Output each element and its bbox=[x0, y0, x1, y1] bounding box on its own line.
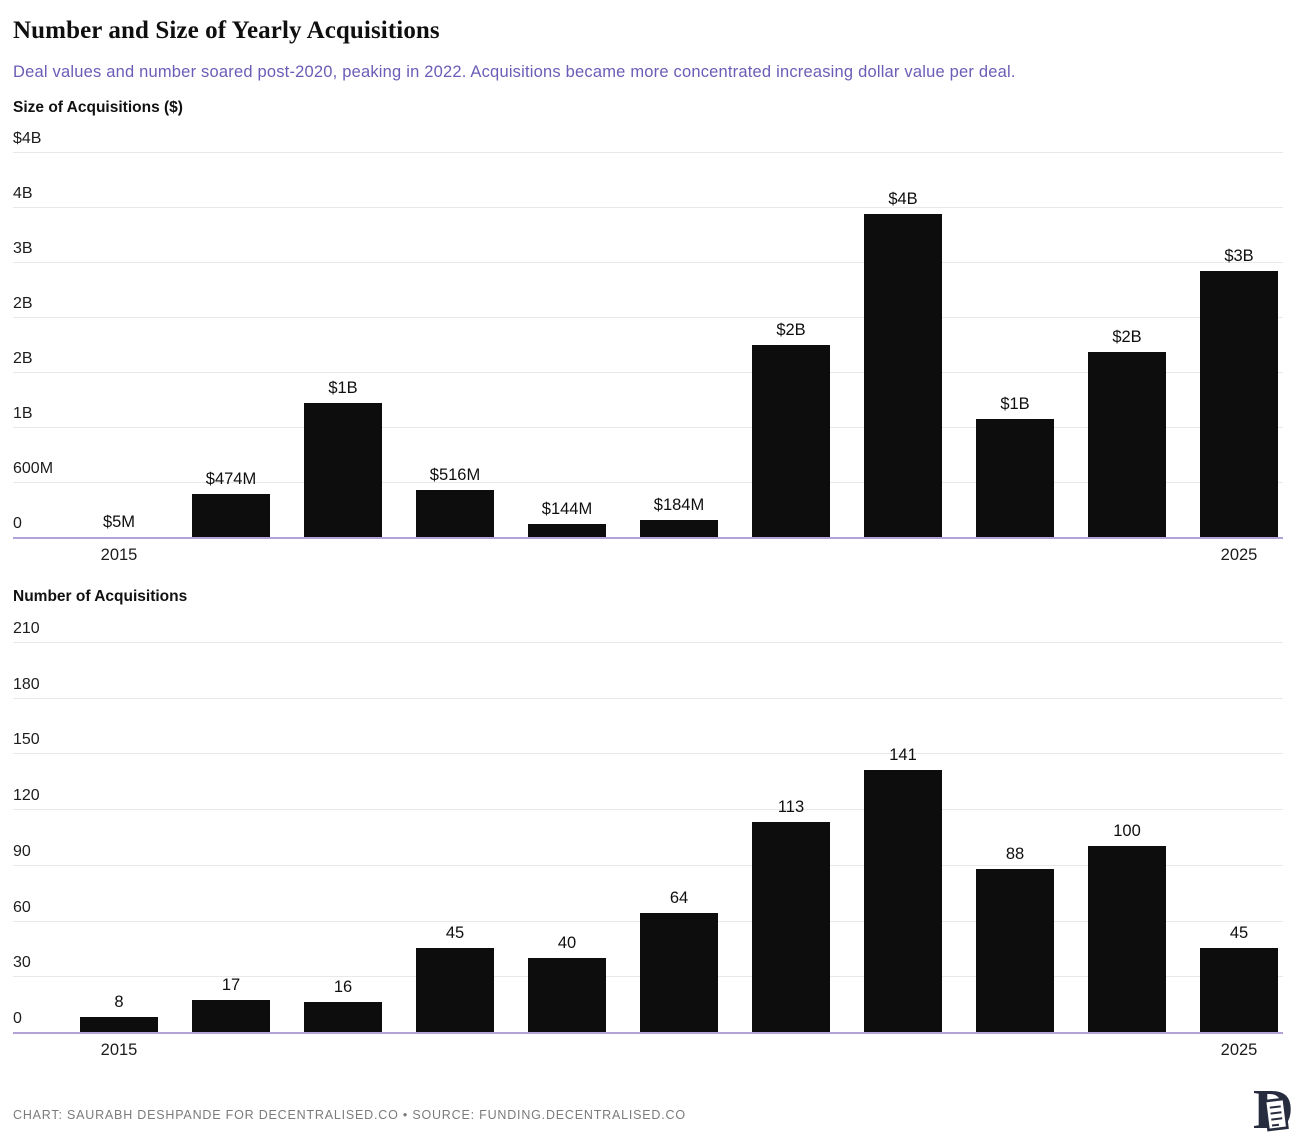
y-tick-label: 120 bbox=[13, 787, 40, 805]
size-chart-title: Size of Acquisitions ($) bbox=[13, 99, 183, 116]
bar-value-label: 45 bbox=[445, 924, 465, 943]
bar-value-label: $2B bbox=[1112, 327, 1142, 346]
y-tick-label: 0 bbox=[13, 1010, 22, 1027]
bar-value-label: $184M bbox=[653, 496, 705, 515]
bar-2020 bbox=[640, 913, 718, 1032]
gridline bbox=[13, 753, 1283, 755]
bar-2025 bbox=[1200, 271, 1278, 537]
bar-value-label: 45 bbox=[1229, 924, 1249, 943]
bar-2022 bbox=[864, 770, 942, 1032]
bar-2025 bbox=[1200, 948, 1278, 1032]
bar-2022 bbox=[864, 214, 942, 537]
bar-2016 bbox=[192, 1000, 270, 1032]
gridline bbox=[13, 864, 1283, 866]
y-tick-label: 30 bbox=[13, 954, 31, 972]
gridline bbox=[13, 152, 1283, 153]
gridline bbox=[13, 482, 1283, 483]
y-tick-label: 90 bbox=[13, 842, 31, 860]
x-tick-label: 2015 bbox=[100, 1041, 138, 1059]
y-tick-label: 60 bbox=[13, 898, 31, 916]
bar-value-label: 88 bbox=[1005, 844, 1025, 863]
bar-value-label: 40 bbox=[557, 933, 577, 952]
bar-2023 bbox=[976, 868, 1054, 1032]
y-tick-label: 150 bbox=[13, 731, 40, 749]
bar-value-label: $516M bbox=[429, 465, 481, 484]
bar-value-label: $3B bbox=[1224, 247, 1254, 266]
gridline bbox=[13, 697, 1283, 699]
bar-2021 bbox=[752, 344, 830, 537]
bar-value-label: 8 bbox=[114, 993, 124, 1012]
x-axis-baseline bbox=[13, 537, 1283, 540]
gridline bbox=[13, 642, 1283, 643]
bar-value-label: 100 bbox=[1113, 822, 1141, 841]
bar-2023 bbox=[976, 418, 1054, 537]
gridline bbox=[13, 427, 1283, 428]
y-tick-label: 210 bbox=[13, 620, 40, 637]
bar-2017 bbox=[304, 1002, 382, 1032]
y-tick-label: 1B bbox=[13, 405, 33, 422]
bar-2015 bbox=[80, 1017, 158, 1032]
page-title: Number and Size of Yearly Acquisitions bbox=[13, 17, 440, 44]
bar-value-label: $5M bbox=[102, 512, 136, 531]
y-tick-label: 180 bbox=[13, 675, 40, 693]
x-tick-label: 2015 bbox=[100, 546, 138, 564]
bar-2018 bbox=[416, 489, 494, 537]
y-tick-label: 0 bbox=[13, 515, 22, 532]
count-chart-plot-area: 0 30 60 90 120 150 180 210 8 17 16 45 40 64 113 141 88 10… bbox=[13, 620, 1283, 1059]
chart-subtitle: Deal values and number soared post-2020,… bbox=[13, 63, 1016, 81]
gridline bbox=[13, 372, 1283, 373]
bar-2024 bbox=[1088, 846, 1166, 1032]
y-tick-label: 3B bbox=[13, 240, 33, 257]
x-axis-baseline bbox=[13, 1032, 1283, 1035]
bar-2020 bbox=[640, 520, 718, 537]
decentralised-logo-icon: D bbox=[1253, 1079, 1293, 1137]
bar-value-label: 64 bbox=[669, 889, 689, 908]
bar-value-label: $1B bbox=[328, 379, 358, 398]
gridline bbox=[13, 809, 1283, 811]
size-chart-plot-area: 0 600M 1B 2B 2B 3B 4B $4B $5M $474M $1B $516M $144M $… bbox=[13, 130, 1283, 564]
bar-value-label: $144M bbox=[541, 499, 593, 518]
bar-2018 bbox=[416, 948, 494, 1032]
bar-value-label: $4B bbox=[888, 190, 918, 209]
x-tick-label: 2025 bbox=[1220, 546, 1258, 564]
bar-2017 bbox=[304, 403, 382, 537]
bar-value-label: $2B bbox=[776, 320, 806, 339]
y-tick-label: 2B bbox=[13, 295, 33, 312]
bar-value-label: 113 bbox=[777, 798, 805, 817]
y-tick-label: 600M bbox=[13, 460, 54, 477]
y-tick-label: 4B bbox=[13, 185, 33, 202]
credit-line: CHART: SAURABH DESHPANDE FOR DECENTRALIS… bbox=[13, 1108, 686, 1122]
bar-2019 bbox=[528, 957, 606, 1032]
bar-2021 bbox=[752, 822, 830, 1032]
bar-2024 bbox=[1088, 351, 1166, 537]
gridline bbox=[13, 317, 1283, 318]
bar-value-label: 141 bbox=[889, 746, 917, 765]
bar-value-label: $474M bbox=[205, 469, 257, 488]
bar-value-label: 17 bbox=[221, 976, 241, 995]
bar-value-label: 16 bbox=[333, 978, 353, 997]
x-tick-label: 2025 bbox=[1220, 1041, 1258, 1059]
y-tick-label: 2B bbox=[13, 350, 33, 367]
bar-value-label: $1B bbox=[1000, 394, 1030, 413]
bar-2016 bbox=[192, 493, 270, 537]
gridline bbox=[13, 262, 1283, 263]
y-tick-label: $4B bbox=[13, 130, 42, 147]
gridline bbox=[13, 207, 1283, 208]
bar-2019 bbox=[528, 523, 606, 537]
count-chart-title: Number of Acquisitions bbox=[13, 588, 188, 605]
